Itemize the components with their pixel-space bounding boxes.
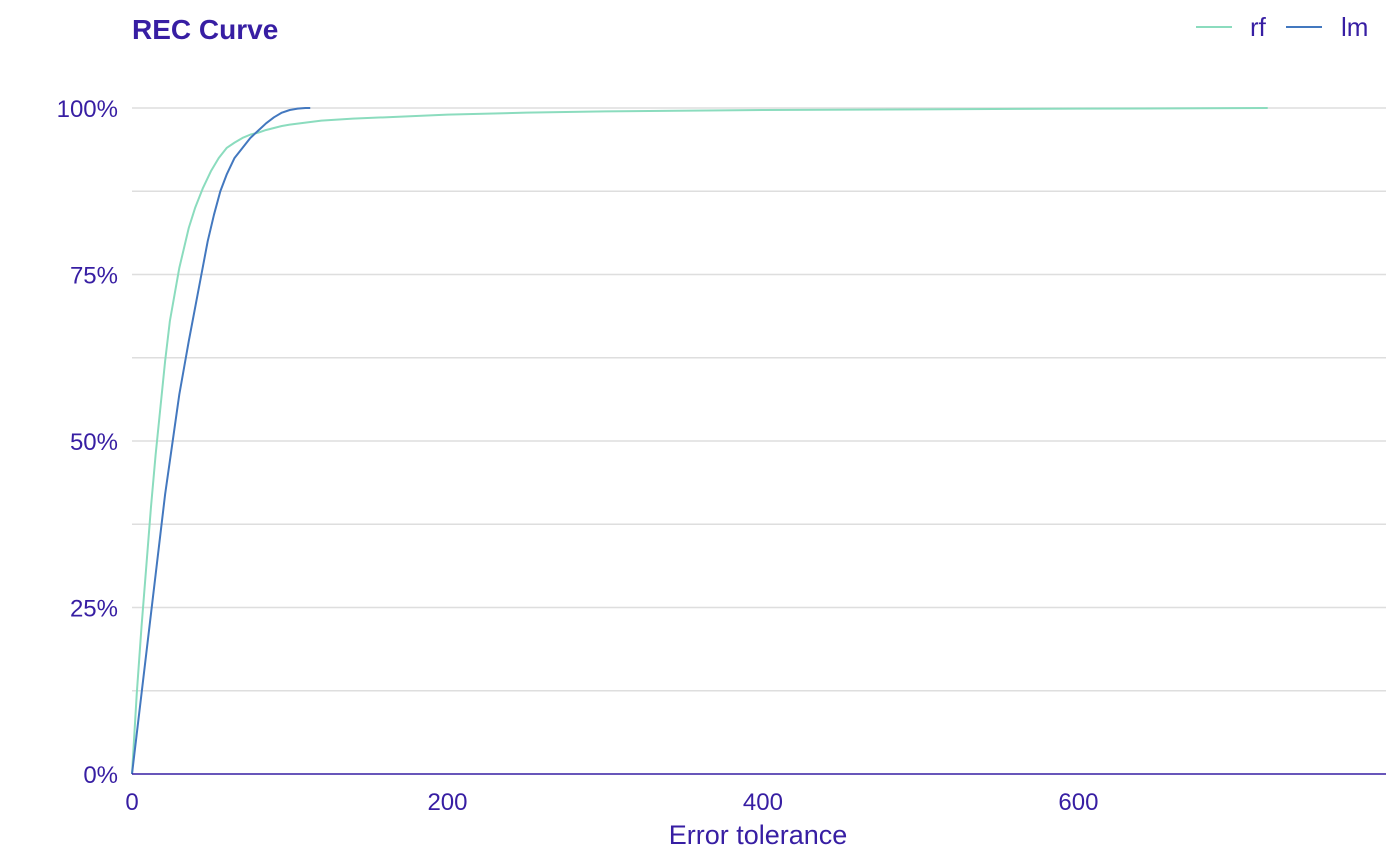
legend-label-lm: lm <box>1341 12 1368 42</box>
x-tick-label: 0 <box>125 789 138 816</box>
y-tick-label: 50% <box>70 429 118 456</box>
y-tick-label: 75% <box>70 263 118 290</box>
y-tick-label: 0% <box>83 762 118 789</box>
x-axis-ticks: 0 200 400 600 <box>125 789 1098 816</box>
chart-title: REC Curve <box>132 14 278 45</box>
y-tick-label: 100% <box>57 96 118 123</box>
series-line-lm <box>131 107 311 775</box>
x-tick-label: 600 <box>1058 789 1098 816</box>
x-axis-title: Error tolerance <box>669 820 848 850</box>
x-tick-label: 400 <box>743 789 783 816</box>
y-tick-label: 25% <box>70 596 118 623</box>
x-tick-label: 200 <box>427 789 467 816</box>
y-axis-ticks: 0% 25% 50% 75% 100% <box>57 96 118 789</box>
legend: rf lm <box>1196 12 1368 42</box>
legend-label-rf: rf <box>1250 12 1267 42</box>
grid-lines <box>132 107 1386 692</box>
series-lines <box>131 107 1268 775</box>
series-line-rf <box>131 107 1268 775</box>
